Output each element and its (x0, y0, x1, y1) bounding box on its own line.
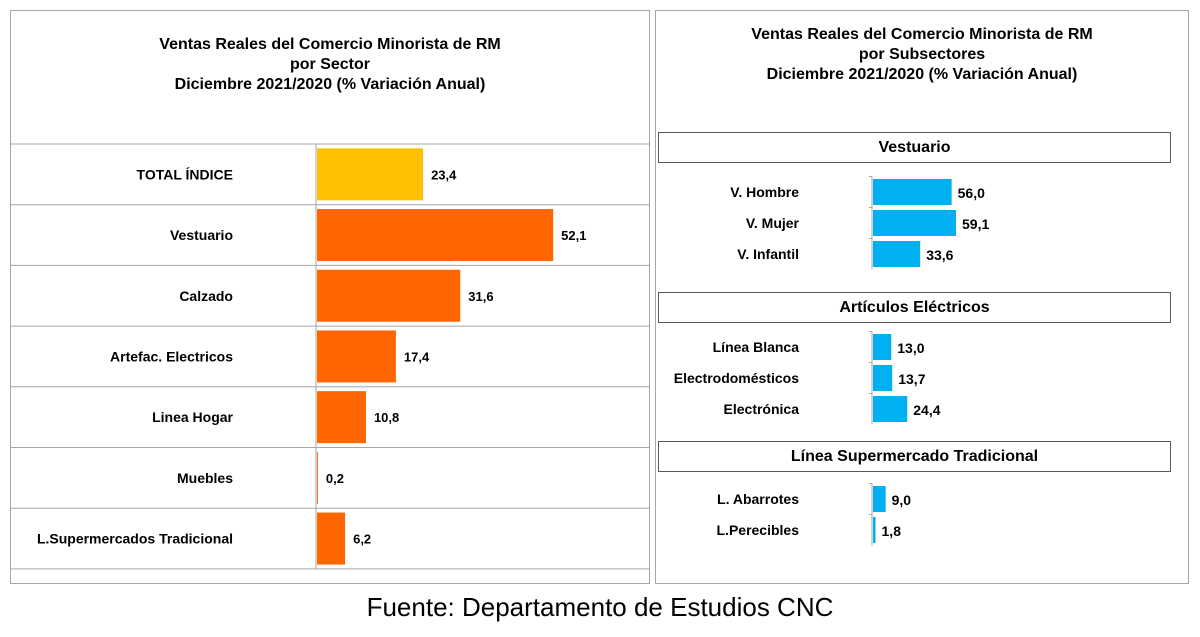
category-label-v-infantil: V. Infantil (737, 246, 799, 262)
category-label-vestuario: Vestuario (170, 227, 233, 243)
sector-title-line-1: Ventas Reales del Comercio Minorista de … (159, 36, 501, 53)
value-label-muebles: 0,2 (326, 471, 344, 486)
bar-muebles (317, 451, 318, 504)
source-footer: Fuente: Departamento de Estudios CNC (366, 592, 834, 622)
category-label-total-indice: TOTAL ÍNDICE (137, 166, 233, 182)
value-label-electronica: 24,4 (913, 402, 940, 418)
category-label-l-perecibles: L.Perecibles (717, 522, 800, 538)
value-label-l-supermercados-tradicional: 6,2 (353, 532, 371, 547)
bar-v-mujer (873, 210, 956, 236)
bar-artefac-electricos (317, 330, 396, 383)
subsector-title-line-3: Diciembre 2021/2020 (% Variación Anual) (766, 66, 1078, 83)
bar-vestuario (317, 209, 554, 262)
bar-v-infantil (873, 241, 921, 267)
value-label-calzado: 31,6 (468, 289, 493, 304)
value-label-electrodomesticos: 13,7 (898, 371, 925, 387)
group-header-linea-supermercado: Línea Supermercado Tradicional (658, 441, 1171, 472)
subsector-chart-title: Ventas Reales del Comercio Minorista de … (656, 25, 1188, 85)
category-label-calzado: Calzado (179, 288, 233, 304)
subsector-title-line-1: Ventas Reales del Comercio Minorista de … (751, 26, 1093, 43)
category-label-electronica: Electrónica (724, 401, 800, 417)
sector-title-line-2: por Sector (289, 56, 370, 73)
bar-v-hombre (873, 179, 952, 205)
sector-title-line-3: Diciembre 2021/2020 (% Variación Anual) (174, 76, 486, 93)
bar-linea-hogar (317, 391, 366, 444)
category-label-linea-blanca: Línea Blanca (713, 339, 800, 355)
bar-electronica (873, 396, 908, 422)
value-label-v-hombre: 56,0 (958, 185, 985, 201)
category-label-electrodomesticos: Electrodomésticos (674, 370, 799, 386)
sector-bar-chart: TOTAL ÍNDICE 23,4 Vestuario 52,1 Calzado 31,6… (11, 143, 649, 570)
bar-electrodomesticos (873, 365, 893, 391)
value-label-v-mujer: 59,1 (962, 216, 989, 232)
category-label-muebles: Muebles (177, 470, 233, 486)
value-label-v-infantil: 33,6 (926, 247, 953, 263)
bar-linea-blanca (873, 334, 892, 360)
value-label-total-indice: 23,4 (431, 167, 457, 182)
sector-chart-title: Ventas Reales del Comercio Minorista de … (11, 35, 649, 95)
category-label-l-supermercados-tradicional: L.Supermercados Tradicional (37, 531, 233, 547)
bar-calzado (317, 269, 461, 322)
value-label-linea-hogar: 10,8 (374, 410, 399, 425)
subsector-bar-chart: V. Hombre 56,0 V. Mujer 59,1 V. Infantil 33,6… (674, 176, 989, 546)
value-label-l-abarrotes: 9,0 (892, 492, 912, 508)
value-label-vestuario: 52,1 (561, 228, 586, 243)
subsector-title-line-2: por Subsectores (858, 46, 986, 63)
value-label-linea-blanca: 13,0 (897, 340, 924, 356)
category-label-l-abarrotes: L. Abarrotes (717, 491, 799, 507)
category-label-v-hombre: V. Hombre (730, 184, 799, 200)
group-header-vestuario: Vestuario (658, 132, 1171, 163)
value-label-artefac-electricos: 17,4 (404, 349, 430, 364)
bar-l-supermercados-tradicional (317, 512, 346, 565)
group-header-articulos-electricos: Artículos Eléctricos (658, 292, 1171, 323)
category-label-artefac-electricos: Artefac. Electricos (110, 348, 233, 364)
sector-chart-panel: Ventas Reales del Comercio Minorista de … (10, 10, 650, 584)
bar-l-abarrotes (873, 486, 886, 512)
category-label-linea-hogar: Linea Hogar (152, 409, 233, 425)
subsector-chart-panel: Ventas Reales del Comercio Minorista de … (655, 10, 1189, 584)
bar-total-indice (317, 148, 424, 201)
bar-l-perecibles (873, 517, 876, 543)
category-label-v-mujer: V. Mujer (746, 215, 800, 231)
value-label-l-perecibles: 1,8 (882, 523, 902, 539)
